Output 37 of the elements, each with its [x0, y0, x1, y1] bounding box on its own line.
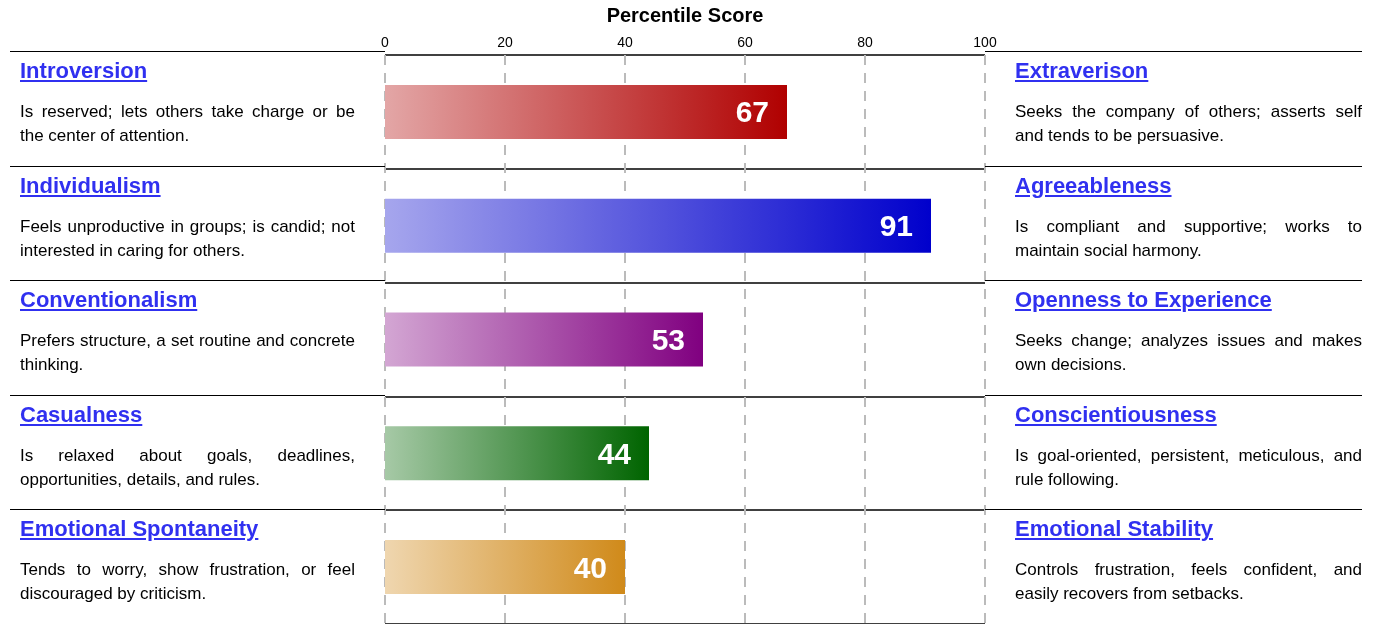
x-axis-title: Percentile Score — [606, 4, 764, 26]
data-label: 67 — [735, 95, 769, 129]
x-tick-label: 80 — [857, 34, 873, 50]
y-tick-label: Introversion — [20, 58, 148, 84]
data-label: 53 — [651, 323, 685, 356]
text: Is goal-oriented, persistent, meticulous, and rule following. — [1015, 444, 1362, 491]
bar — [385, 84, 787, 139]
text: Seeks change; analyzes issues and makes own decisions. — [1015, 330, 1362, 377]
bar — [385, 198, 931, 253]
text: Extraverison — [1015, 58, 1149, 84]
x-tick-label: 40 — [617, 34, 633, 50]
text: Agreeableness — [1015, 172, 1172, 199]
text: Feels unproductive in groups; is candid; not interested in caring for others. — [20, 215, 355, 262]
x-tick-label: 20 — [497, 34, 513, 50]
text: Prefers structure, a set routine and concrete thinking. — [20, 330, 355, 377]
data-label: 40 — [573, 550, 607, 584]
y-tick-label: Individualism — [20, 172, 161, 199]
x-tick-label: 0 — [381, 34, 390, 50]
text: Seeks the company of others; asserts self and tends to be persuasive. — [1015, 101, 1362, 147]
x-tick-label: 100 — [973, 34, 997, 50]
data-label: 91 — [879, 209, 913, 243]
y-tick-label: Conventionalism — [20, 287, 198, 314]
bar — [385, 426, 649, 481]
x-tick-label: 60 — [737, 34, 753, 50]
text: Openness to Experience — [1015, 287, 1272, 314]
bar — [385, 312, 703, 367]
text: Conscientiousness — [1015, 401, 1217, 428]
text: Is relaxed about goals, deadlines, opportunities, details, and rules. — [20, 444, 355, 491]
text: Emotional Stability — [1015, 516, 1214, 543]
y-tick-label: Casualness — [20, 401, 143, 428]
text: Controls frustration, feels confident, and easily recovers from setbacks. — [1015, 559, 1362, 606]
y-tick-label: Emotional Spontaneity — [20, 516, 259, 543]
text: Is reserved; lets others take charge or be the center of attention. — [20, 101, 355, 147]
bar — [385, 540, 625, 595]
text: Tends to worry, show frustration, or feel discouraged by criticism. — [20, 559, 355, 606]
text: Is compliant and supportive; works to maintain social harmony. — [1015, 215, 1362, 262]
data-label: 44 — [597, 436, 632, 470]
